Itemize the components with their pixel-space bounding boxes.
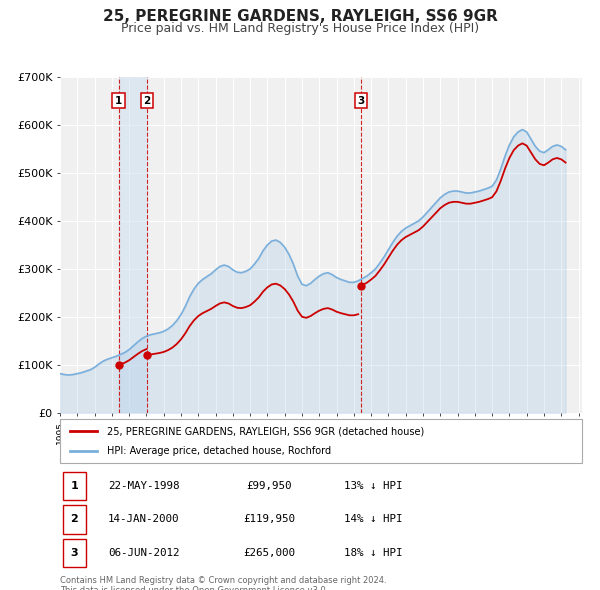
- Text: 25, PEREGRINE GARDENS, RAYLEIGH, SS6 9GR (detached house): 25, PEREGRINE GARDENS, RAYLEIGH, SS6 9GR…: [107, 427, 424, 436]
- Text: £99,950: £99,950: [246, 481, 292, 491]
- Text: £119,950: £119,950: [243, 514, 295, 525]
- Text: 13% ↓ HPI: 13% ↓ HPI: [344, 481, 403, 491]
- FancyBboxPatch shape: [62, 539, 86, 567]
- FancyBboxPatch shape: [62, 506, 86, 533]
- Text: 22-MAY-1998: 22-MAY-1998: [108, 481, 179, 491]
- Text: 06-JUN-2012: 06-JUN-2012: [108, 548, 179, 558]
- Text: Price paid vs. HM Land Registry's House Price Index (HPI): Price paid vs. HM Land Registry's House …: [121, 22, 479, 35]
- FancyBboxPatch shape: [60, 419, 582, 463]
- Text: HPI: Average price, detached house, Rochford: HPI: Average price, detached house, Roch…: [107, 446, 331, 455]
- Text: 3: 3: [70, 548, 78, 558]
- Text: 3: 3: [358, 96, 365, 106]
- Text: £265,000: £265,000: [243, 548, 295, 558]
- Text: 18% ↓ HPI: 18% ↓ HPI: [344, 548, 403, 558]
- Bar: [119, 77, 147, 413]
- Text: Contains HM Land Registry data © Crown copyright and database right 2024.
This d: Contains HM Land Registry data © Crown c…: [60, 576, 386, 590]
- Text: 14-JAN-2000: 14-JAN-2000: [108, 514, 179, 525]
- Text: 1: 1: [115, 96, 122, 106]
- Text: 25, PEREGRINE GARDENS, RAYLEIGH, SS6 9GR: 25, PEREGRINE GARDENS, RAYLEIGH, SS6 9GR: [103, 9, 497, 24]
- Text: 1: 1: [70, 481, 78, 491]
- Text: 2: 2: [70, 514, 78, 525]
- Text: 2: 2: [143, 96, 151, 106]
- Text: 14% ↓ HPI: 14% ↓ HPI: [344, 514, 403, 525]
- FancyBboxPatch shape: [62, 472, 86, 500]
